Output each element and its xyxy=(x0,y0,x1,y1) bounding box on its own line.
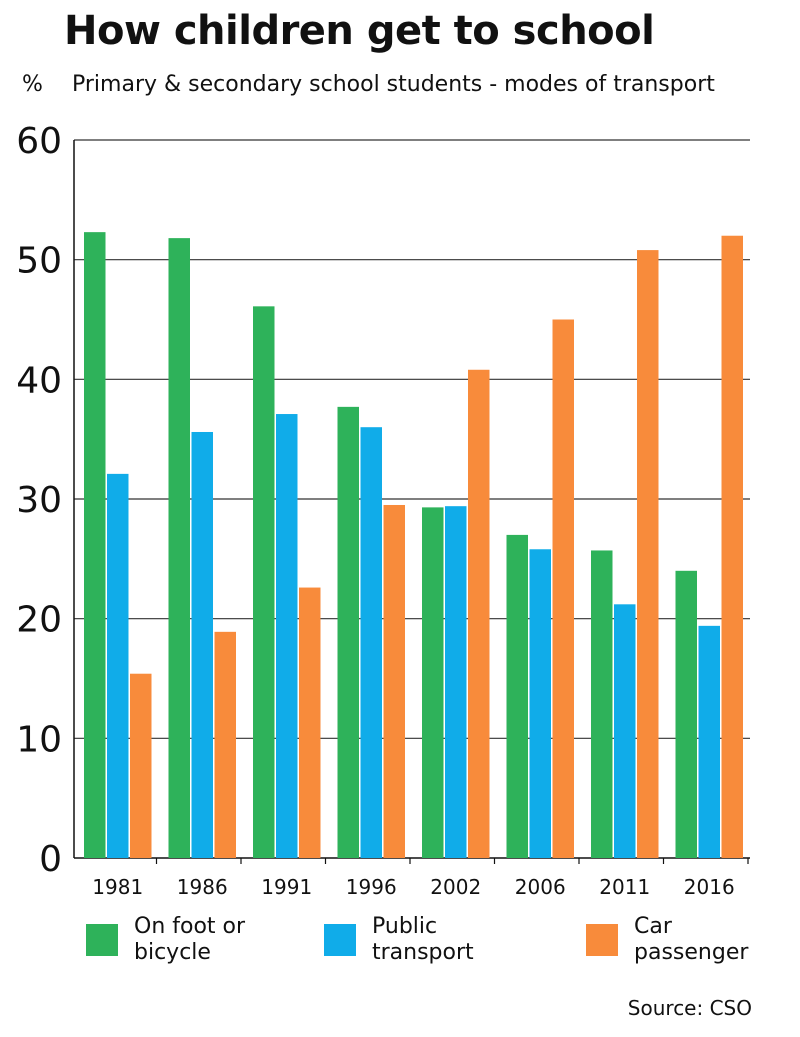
source-note: Source: CSO xyxy=(627,996,752,1020)
y-tick-label-60: 60 xyxy=(16,121,62,162)
bar-2016-series-3 xyxy=(721,235,743,858)
bar-2002-series-3 xyxy=(468,369,490,858)
chart-title: How children get to school xyxy=(64,8,655,54)
y-tick-label-10: 10 xyxy=(16,719,62,760)
legend-label-public-transport: Public transport xyxy=(372,914,474,965)
bar-2002-series-1 xyxy=(422,507,444,858)
bar-2011-series-2 xyxy=(614,604,636,858)
bar-1991-series-1 xyxy=(253,306,275,858)
y-axis-unit-label: % xyxy=(22,72,43,97)
bar-2006-series-1 xyxy=(506,534,528,858)
bar-1981-series-2 xyxy=(107,473,129,858)
legend-swatch-car-passenger xyxy=(586,924,618,956)
bar-1991-series-2 xyxy=(276,414,298,858)
legend-label-car-passenger: Car passenger xyxy=(634,914,749,965)
y-tick-label-0: 0 xyxy=(39,839,62,880)
bar-chart: 0 10 20 30 40 50 60 1981 1986 1991 1996 2002 2006 201… xyxy=(16,121,750,899)
legend-label-on-foot: On foot or bicycle xyxy=(134,914,246,965)
bar-1991-series-3 xyxy=(299,587,321,858)
chart-subtitle: Primary & secondary school students - mo… xyxy=(72,72,715,97)
bar-1986-series-1 xyxy=(168,238,190,859)
bar-1996-series-1 xyxy=(337,406,359,858)
bar-2011-series-3 xyxy=(637,250,659,859)
y-tick-label-50: 50 xyxy=(16,241,62,282)
legend-swatch-public-transport xyxy=(324,924,356,956)
bar-2006-series-3 xyxy=(552,319,574,858)
x-tick-label-2002: 2002 xyxy=(430,875,481,899)
x-tick-label-1996: 1996 xyxy=(346,875,397,899)
y-tick-label-20: 20 xyxy=(16,600,62,641)
bar-2002-series-2 xyxy=(445,506,467,858)
x-tick-label-1986: 1986 xyxy=(177,875,228,899)
y-tick-label-40: 40 xyxy=(16,360,62,401)
bar-1981-series-1 xyxy=(84,232,106,859)
x-tick-label-1991: 1991 xyxy=(261,875,312,899)
x-tick-label-2016: 2016 xyxy=(684,875,735,899)
bar-2016-series-2 xyxy=(698,625,720,858)
x-tick-label-2011: 2011 xyxy=(599,875,650,899)
bar-2011-series-1 xyxy=(591,550,613,858)
bar-1996-series-2 xyxy=(360,427,382,858)
x-tick-label-2006: 2006 xyxy=(515,875,566,899)
y-tick-label-30: 30 xyxy=(16,480,62,521)
bar-1986-series-2 xyxy=(191,431,213,858)
bar-1996-series-3 xyxy=(383,504,405,858)
bar-2006-series-2 xyxy=(529,549,551,858)
legend-swatch-on-foot xyxy=(86,924,118,956)
bar-1986-series-3 xyxy=(214,631,236,858)
bar-1981-series-3 xyxy=(130,673,152,858)
bar-2016-series-1 xyxy=(675,570,697,858)
x-tick-label-1981: 1981 xyxy=(92,875,143,899)
